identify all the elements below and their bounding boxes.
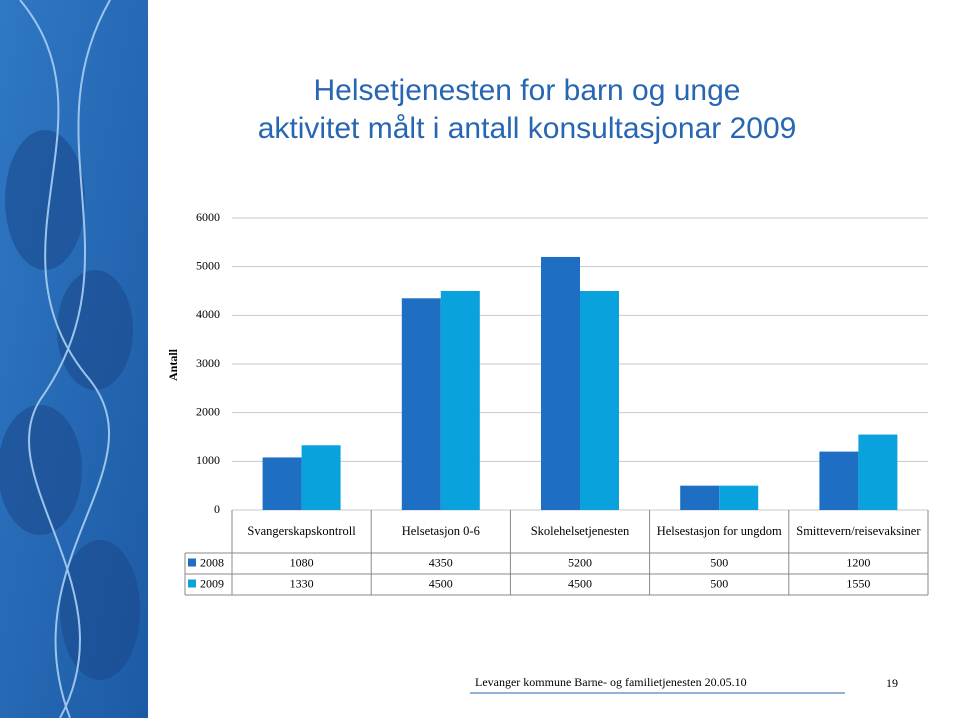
bar: [541, 256, 580, 510]
table-value: 1550: [846, 576, 870, 590]
x-tick-label: Helsetasjon 0-6: [401, 524, 480, 538]
table-value: 1200: [846, 555, 870, 569]
bar: [262, 457, 302, 510]
legend-label: 2009: [200, 576, 224, 590]
y-tick-label: 3000: [196, 356, 220, 370]
table-value: 4350: [429, 555, 453, 569]
table-value: 4500: [429, 576, 453, 590]
bar: [680, 485, 720, 510]
legend-label: 2008: [200, 555, 224, 569]
table-value: 1330: [290, 576, 314, 590]
table-value: 1080: [290, 555, 314, 569]
y-tick-label: 1000: [196, 453, 220, 467]
table-value: 500: [710, 576, 728, 590]
footer-text: Levanger kommune Barne- og familietjenes…: [475, 675, 747, 689]
x-tick-label: Svangerskapskontroll: [247, 524, 356, 538]
title-line: Helsetjenesten for barn og unge: [314, 74, 741, 107]
bar: [440, 291, 480, 510]
bar: [858, 434, 898, 510]
x-tick-label: Smittevern/reisevaksiner: [796, 524, 921, 538]
bar: [580, 291, 619, 510]
y-tick-label: 6000: [196, 210, 220, 224]
y-tick-label: 5000: [196, 258, 220, 272]
page-number: 19: [886, 676, 898, 690]
legend-key: [188, 579, 196, 588]
y-tick-label: 0: [214, 502, 220, 516]
bar: [301, 445, 341, 510]
y-tick-label: 2000: [196, 404, 220, 418]
bar: [719, 485, 759, 510]
title-line: aktivitet målt i antall konsultasjonar 2…: [258, 112, 797, 145]
y-tick-label: 4000: [196, 307, 220, 321]
y-axis-label: Antall: [166, 348, 180, 381]
x-tick-label: Skolehelsetjenesten: [530, 524, 630, 538]
x-tick-label: Helsestasjon for ungdom: [656, 524, 782, 538]
legend-key: [188, 558, 196, 567]
bar: [401, 298, 441, 510]
bar: [819, 451, 859, 510]
decor-strip: [0, 0, 148, 718]
table-value: 4500: [568, 576, 592, 590]
table-value: 500: [710, 555, 728, 569]
table-value: 5200: [568, 555, 592, 569]
